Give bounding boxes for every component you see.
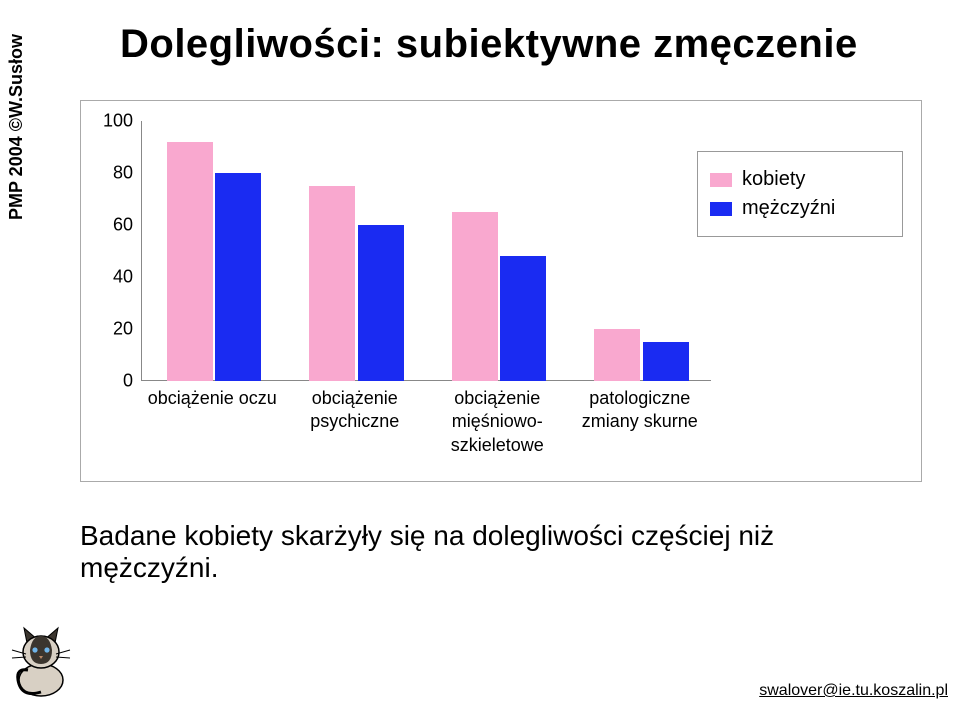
- y-tick: 40: [113, 267, 141, 288]
- bar: [358, 225, 404, 381]
- bar-group: obciążeniepsychiczne: [284, 121, 427, 381]
- bar-group: obciążeniemięśniowo-szkieletowe: [426, 121, 569, 381]
- bar: [452, 212, 498, 381]
- cat-icon: [6, 620, 76, 700]
- x-label: patologicznezmiany skurne: [569, 381, 712, 434]
- side-copyright: PMP 2004 ©W.Susłow: [6, 34, 27, 220]
- y-tick: 20: [113, 319, 141, 340]
- bar: [167, 142, 213, 381]
- x-label: obciążeniepsychiczne: [284, 381, 427, 434]
- page-title: Dolegliwości: subiektywne zmęczenie: [120, 22, 920, 67]
- legend-item: mężczyźni: [710, 197, 890, 220]
- footer-email: swalover@ie.tu.koszalin.pl: [759, 682, 948, 700]
- y-tick: 60: [113, 215, 141, 236]
- y-tick: 80: [113, 163, 141, 184]
- chart-container: 020406080100obciążenie oczuobciążeniepsy…: [80, 100, 922, 482]
- bar-group: patologicznezmiany skurne: [569, 121, 712, 381]
- x-label: obciążeniemięśniowo-szkieletowe: [426, 381, 569, 457]
- legend-swatch: [710, 202, 732, 216]
- bar: [594, 329, 640, 381]
- bar: [215, 173, 261, 381]
- y-tick: 100: [103, 111, 141, 132]
- plot-area: 020406080100obciążenie oczuobciążeniepsy…: [141, 121, 711, 381]
- bar-group: obciążenie oczu: [141, 121, 284, 381]
- legend-item: kobiety: [710, 168, 890, 191]
- x-label: obciążenie oczu: [141, 381, 284, 410]
- caption-text: Badane kobiety skarżyły się na dolegliwo…: [80, 520, 920, 584]
- legend-label: kobiety: [742, 168, 805, 191]
- bar: [500, 256, 546, 381]
- legend-swatch: [710, 173, 732, 187]
- bar: [643, 342, 689, 381]
- legend: kobiety mężczyźni: [697, 151, 903, 237]
- legend-label: mężczyźni: [742, 197, 835, 220]
- y-tick: 0: [123, 371, 141, 392]
- bar: [309, 186, 355, 381]
